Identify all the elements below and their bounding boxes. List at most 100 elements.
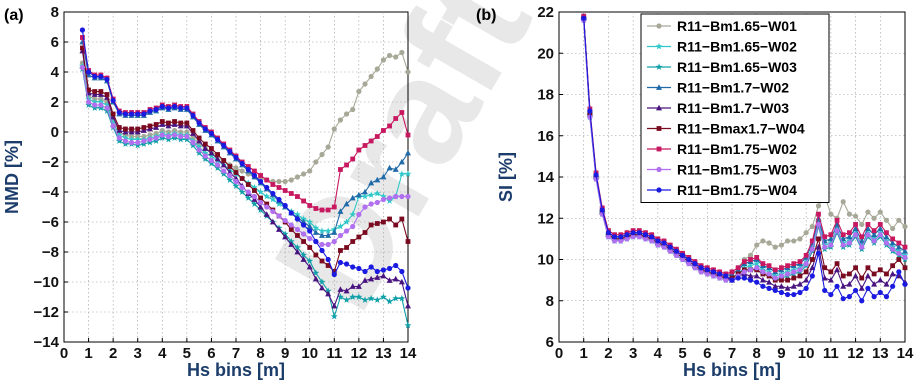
data-point xyxy=(852,232,859,238)
data-point xyxy=(840,199,846,205)
data-point xyxy=(828,232,834,238)
data-point xyxy=(405,302,411,309)
data-point xyxy=(362,277,368,283)
data-point xyxy=(178,120,184,126)
data-point xyxy=(797,259,803,264)
data-point xyxy=(300,231,307,237)
data-point xyxy=(141,111,147,117)
data-point xyxy=(245,189,251,195)
data-point xyxy=(896,250,902,256)
data-point xyxy=(129,126,134,132)
data-point xyxy=(362,230,368,235)
data-point xyxy=(183,122,190,129)
data-point xyxy=(122,138,129,144)
data-point xyxy=(858,237,865,244)
data-point xyxy=(368,222,374,228)
data-point xyxy=(747,252,754,258)
data-point xyxy=(368,138,374,144)
data-point xyxy=(306,218,314,225)
data-point xyxy=(153,106,159,113)
data-point xyxy=(343,296,350,303)
data-point xyxy=(153,124,160,130)
data-point xyxy=(386,195,393,201)
legend: R11−Bm1.65−W01 R11−Bm1.65−W02 R11−Bm1.65−W… xyxy=(640,13,830,203)
y-tick-label: 4 xyxy=(51,64,60,81)
data-point xyxy=(386,297,393,305)
data-point xyxy=(287,237,295,245)
data-point xyxy=(338,167,343,172)
data-point xyxy=(319,258,325,264)
data-point xyxy=(226,165,234,173)
data-point xyxy=(344,162,349,168)
data-point xyxy=(772,267,778,273)
legend-label: R11−Bm1.75−W04 xyxy=(677,182,797,198)
legend-marker xyxy=(655,63,663,70)
data-point xyxy=(679,252,686,258)
data-point xyxy=(791,269,797,275)
data-point xyxy=(852,225,859,231)
data-point xyxy=(785,277,791,283)
data-point xyxy=(367,191,375,198)
data-point xyxy=(704,271,710,277)
data-point xyxy=(740,264,748,271)
data-point xyxy=(319,247,325,254)
data-point xyxy=(300,251,307,258)
x-tick-label: 6 xyxy=(207,345,215,362)
data-point xyxy=(883,233,890,240)
data-point xyxy=(822,244,828,250)
data-point xyxy=(238,188,246,195)
x-tick-label: 2 xyxy=(109,345,117,362)
data-point xyxy=(741,259,747,264)
data-point xyxy=(263,211,270,217)
data-point xyxy=(361,192,369,200)
data-point xyxy=(301,198,306,204)
data-point xyxy=(264,184,270,191)
data-point xyxy=(227,164,233,169)
data-point xyxy=(275,200,283,207)
data-point xyxy=(202,126,208,132)
data-point xyxy=(760,238,766,244)
x-tick-label: 3 xyxy=(629,345,637,362)
data-point xyxy=(128,139,135,146)
data-point xyxy=(386,277,393,283)
data-point xyxy=(393,193,399,200)
data-point xyxy=(251,200,258,207)
data-point xyxy=(822,287,828,294)
data-point xyxy=(98,73,104,80)
data-point xyxy=(809,238,815,244)
data-point xyxy=(190,139,196,146)
data-point xyxy=(85,95,92,102)
data-point xyxy=(373,296,381,303)
data-point xyxy=(729,269,735,275)
data-point xyxy=(883,240,890,246)
x-tick-label: 4 xyxy=(654,345,663,362)
data-point xyxy=(649,234,655,240)
data-point xyxy=(618,234,624,240)
data-point xyxy=(91,104,99,111)
series-9 xyxy=(79,27,411,291)
data-point xyxy=(815,203,822,209)
data-point xyxy=(853,222,858,227)
data-point xyxy=(368,275,375,282)
data-point xyxy=(816,236,821,242)
data-point xyxy=(165,122,172,129)
data-point xyxy=(103,101,111,108)
data-point xyxy=(890,283,896,289)
data-point xyxy=(754,265,760,271)
data-point xyxy=(380,173,387,180)
data-point xyxy=(209,146,214,151)
data-point xyxy=(251,196,258,202)
data-point xyxy=(153,135,159,141)
data-point xyxy=(233,178,239,185)
data-point xyxy=(398,294,406,302)
data-point xyxy=(642,232,649,238)
data-point xyxy=(859,298,865,304)
data-point xyxy=(896,217,902,223)
legend-label: R11−Bm1.65−W02 xyxy=(677,39,797,55)
data-point xyxy=(834,217,840,223)
data-point xyxy=(147,123,153,129)
data-point xyxy=(895,243,902,250)
data-point xyxy=(195,143,203,150)
x-tick-label: 9 xyxy=(281,345,289,362)
data-point xyxy=(147,125,153,132)
